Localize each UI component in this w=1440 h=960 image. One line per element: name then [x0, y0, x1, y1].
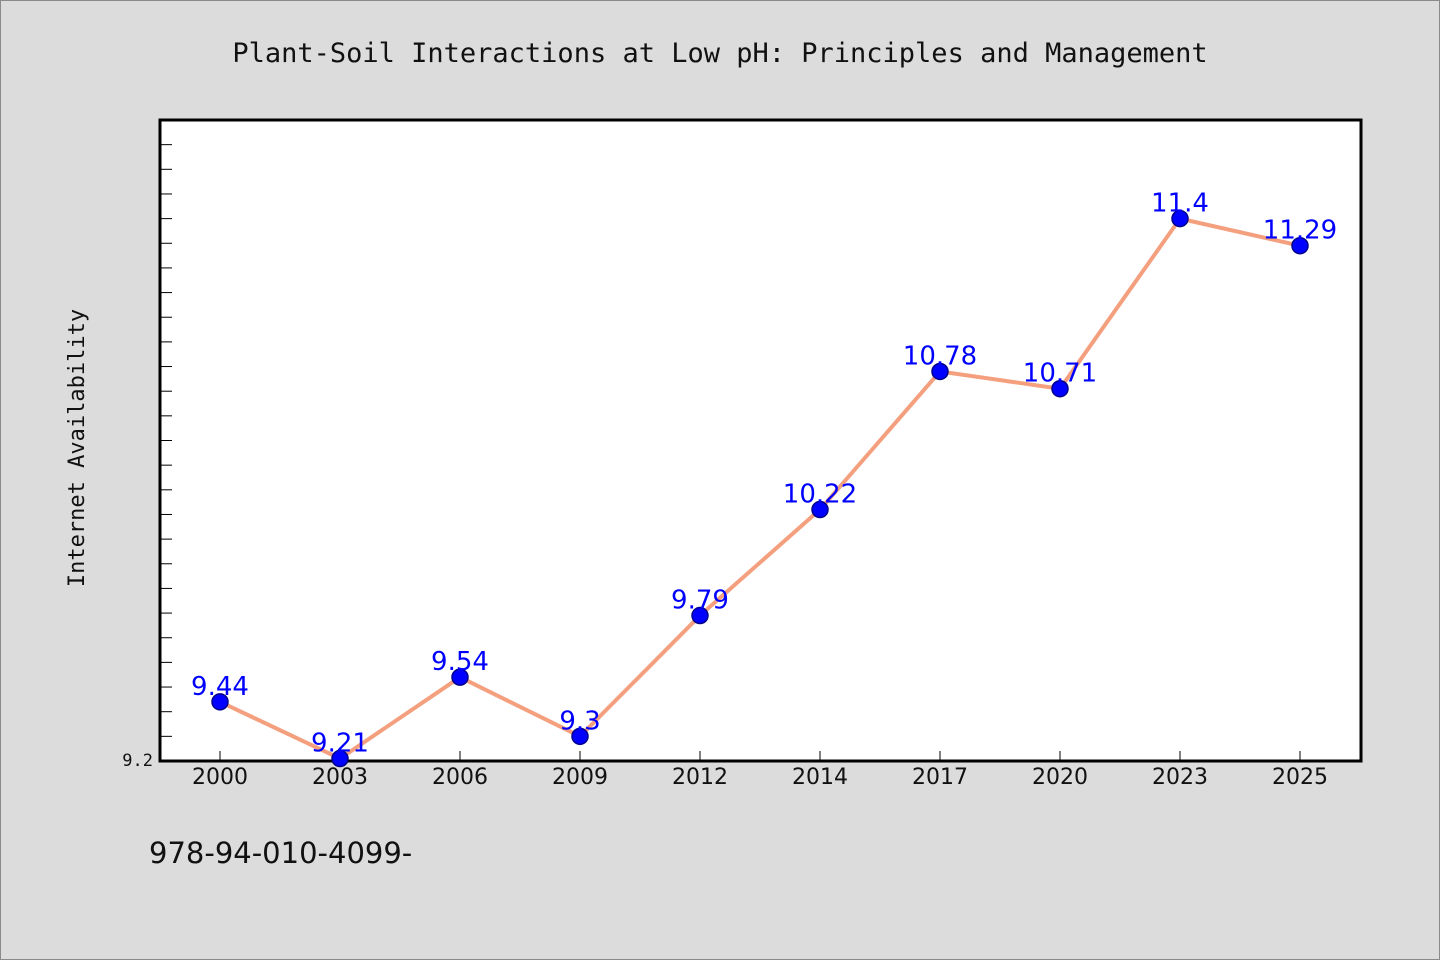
x-axis-ticks: 2000 2003 2006 2009 2012 2014 2017 2020 2023 2025: [192, 751, 1328, 790]
data-point: [691, 606, 709, 625]
x-tick-label: 2025: [1272, 765, 1328, 790]
isbn-footer: 978-94-010-4099-: [149, 836, 412, 870]
data-label: 10.22: [783, 480, 857, 510]
data-point: [1291, 236, 1309, 255]
x-tick-label: 2017: [912, 765, 968, 790]
data-label: 11.29: [1263, 216, 1337, 246]
data-label: 11.4: [1151, 189, 1209, 219]
x-tick-label: 2000: [192, 765, 248, 790]
y-tick-label: 9.2: [122, 751, 153, 771]
x-tick-label: 2014: [792, 765, 848, 790]
data-label: 9.79: [671, 586, 729, 616]
data-point: [571, 727, 589, 746]
x-tick-label: 2006: [432, 765, 488, 790]
data-label: 9.54: [431, 647, 489, 677]
data-point: [1051, 379, 1069, 398]
y-axis-label: Internet Availability: [65, 309, 90, 587]
y-axis-ticks: [160, 144, 172, 762]
data-point: [451, 668, 469, 686]
data-label: 9.3: [559, 706, 600, 736]
data-point: [331, 749, 349, 768]
data-label: 9.21: [311, 729, 369, 759]
data-label: 10.71: [1023, 359, 1097, 389]
series-line-group: 9.44 9.21 9.54 9.3 9.79 10.22 10.78 10.71 11.4 11…: [191, 189, 1337, 768]
x-tick-label: 2020: [1032, 765, 1088, 790]
data-label: 9.44: [191, 672, 249, 702]
data-point: [931, 362, 949, 381]
x-tick-label: 2003: [312, 765, 368, 790]
series-line: [219, 216, 1301, 761]
x-tick-label: 2012: [672, 765, 728, 790]
data-point: [211, 693, 229, 711]
chart-title: Plant-Soil Interactions at Low pH: Princ…: [232, 38, 1207, 69]
x-tick-label: 2023: [1152, 765, 1208, 790]
x-tick-label: 2009: [552, 765, 608, 790]
data-point: [1171, 209, 1189, 228]
plot-area: [158, 118, 1363, 763]
data-point: [811, 500, 829, 519]
data-label: 10.78: [903, 341, 977, 371]
